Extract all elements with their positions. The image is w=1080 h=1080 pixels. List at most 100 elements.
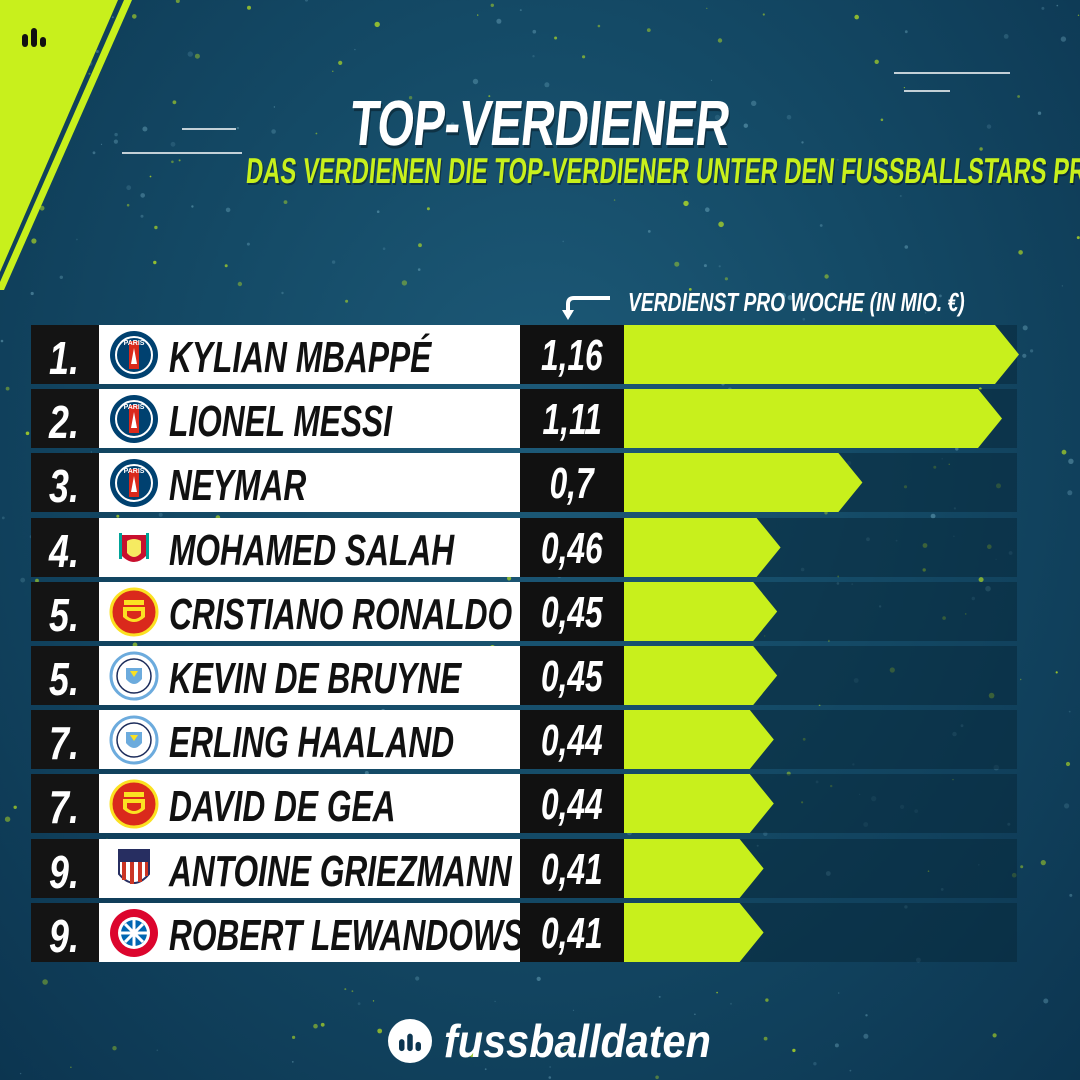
data-label: 0,41 — [541, 909, 603, 958]
rank-box: 9. — [31, 903, 99, 962]
bar — [624, 325, 1019, 384]
rank-label: 4. — [49, 525, 79, 577]
value-box: 1,16 — [520, 325, 624, 384]
decor-line — [894, 72, 1010, 74]
bar-mark — [624, 582, 778, 641]
rank-box: 9. — [31, 839, 99, 898]
rank-label: 7. — [49, 781, 79, 833]
bar — [624, 903, 764, 962]
name-box — [99, 903, 520, 962]
data-label: 0,44 — [541, 716, 603, 765]
player-name: ANTOINE GRIEZMANN — [169, 847, 512, 896]
data-label: 0,45 — [541, 652, 603, 701]
rank-label: 9. — [49, 846, 79, 898]
rank-box: 7. — [31, 774, 99, 833]
table-row: 2. PARIS LIONEL MESSI 1,11 — [31, 389, 1017, 448]
svg-text:PARIS: PARIS — [124, 468, 145, 475]
player-name: LIONEL MESSI — [169, 397, 392, 446]
data-label: 0,41 — [541, 845, 603, 894]
player-name: DAVID DE GEA — [169, 782, 396, 831]
liverpool-crest-icon — [109, 523, 159, 573]
data-label: 1,16 — [541, 331, 603, 380]
rank-label: 3. — [49, 460, 79, 512]
player-name: ROBERT LEWANDOWSKI — [169, 911, 556, 960]
bar — [624, 453, 863, 512]
rank-box: 2. — [31, 389, 99, 448]
table-row: 3. PARIS NEYMAR 0,7 — [31, 453, 1017, 512]
value-box: 0,45 — [520, 582, 624, 641]
brand-name: fussballdaten — [444, 1015, 711, 1067]
chart-title: TOP-VERDIENER — [346, 87, 734, 159]
bar — [624, 839, 764, 898]
bar-mark — [624, 774, 774, 833]
bar — [624, 518, 781, 577]
rank-box: 7. — [31, 710, 99, 769]
bar-mark — [624, 646, 778, 705]
table-row: 1. PARIS KYLIAN MBAPPÉ 1,16 — [31, 325, 1019, 384]
manchester-city-crest-icon — [109, 715, 159, 765]
bar-mark — [624, 389, 1002, 448]
value-box: 0,41 — [520, 839, 624, 898]
psg-crest-icon: PARIS — [109, 394, 159, 444]
table-row: 9. ROBERT LEWANDOWSKI 0,41 — [31, 903, 1017, 962]
value-box: 0,46 — [520, 518, 624, 577]
rank-box: 3. — [31, 453, 99, 512]
decor-line — [904, 90, 950, 92]
rank-label: 1. — [49, 332, 79, 384]
table-row: 5. KEVIN DE BRUYNE 0,45 — [31, 646, 1017, 705]
value-axis-label: VERDIENST PRO WOCHE (IN MIO. €) — [628, 287, 965, 317]
manchester-united-crest-icon — [109, 587, 159, 637]
player-name: KYLIAN MBAPPÉ — [169, 333, 432, 382]
data-label: 0,7 — [549, 459, 595, 508]
bar-mark — [624, 839, 764, 898]
brand-logo-icon — [6, 8, 62, 64]
name-box — [99, 582, 520, 641]
bar — [624, 582, 778, 641]
player-name: MOHAMED SALAH — [169, 526, 455, 575]
table-row: 4. MOHAMED SALAH 0,46 — [31, 518, 1017, 577]
bar-mark — [624, 903, 764, 962]
arrow-down-icon — [562, 296, 610, 320]
data-label: 0,44 — [541, 780, 603, 829]
rank-label: 5. — [49, 589, 79, 641]
player-name: CRISTIANO RONALDO — [169, 590, 513, 639]
player-name: KEVIN DE BRUYNE — [169, 654, 462, 703]
rank-box: 4. — [31, 518, 99, 577]
chart-subtitle: DAS VERDIENEN DIE TOP-VERDIENER UNTER DE… — [244, 150, 1080, 191]
value-box: 0,41 — [520, 903, 624, 962]
name-box — [99, 646, 520, 705]
value-box: 0,7 — [520, 453, 624, 512]
bar — [624, 389, 1002, 448]
rank-label: 5. — [49, 653, 79, 705]
atletico-madrid-crest-icon — [109, 844, 159, 894]
value-box: 0,44 — [520, 710, 624, 769]
bayern-munich-crest-icon — [109, 908, 159, 958]
bar-mark — [624, 325, 1019, 384]
player-name: ERLING HAALAND — [169, 718, 455, 767]
psg-crest-icon: PARIS — [109, 458, 159, 508]
bar-mark — [624, 518, 781, 577]
value-box: 1,11 — [520, 389, 624, 448]
table-row: 5. CRISTIANO RONALDO 0,45 — [31, 582, 1017, 641]
rank-label: 7. — [49, 717, 79, 769]
bar — [624, 774, 774, 833]
corner-stripes — [0, 0, 132, 290]
decor-line — [122, 152, 242, 154]
bar-chart-logo-icon — [388, 1019, 432, 1063]
rank-box: 5. — [31, 582, 99, 641]
name-box — [99, 389, 520, 448]
name-box — [99, 453, 520, 512]
name-box — [99, 710, 520, 769]
rank-box: 5. — [31, 646, 99, 705]
decor-line — [182, 128, 236, 130]
player-name: NEYMAR — [169, 461, 307, 510]
table-row: 7. DAVID DE GEA 0,44 — [31, 774, 1017, 833]
data-label: 0,45 — [541, 588, 603, 637]
rank-label: 9. — [49, 910, 79, 962]
bar — [624, 646, 778, 705]
name-box — [99, 774, 520, 833]
bar — [624, 710, 774, 769]
svg-text:PARIS: PARIS — [124, 404, 145, 411]
manchester-united-crest-icon — [109, 779, 159, 829]
manchester-city-crest-icon — [109, 651, 159, 701]
